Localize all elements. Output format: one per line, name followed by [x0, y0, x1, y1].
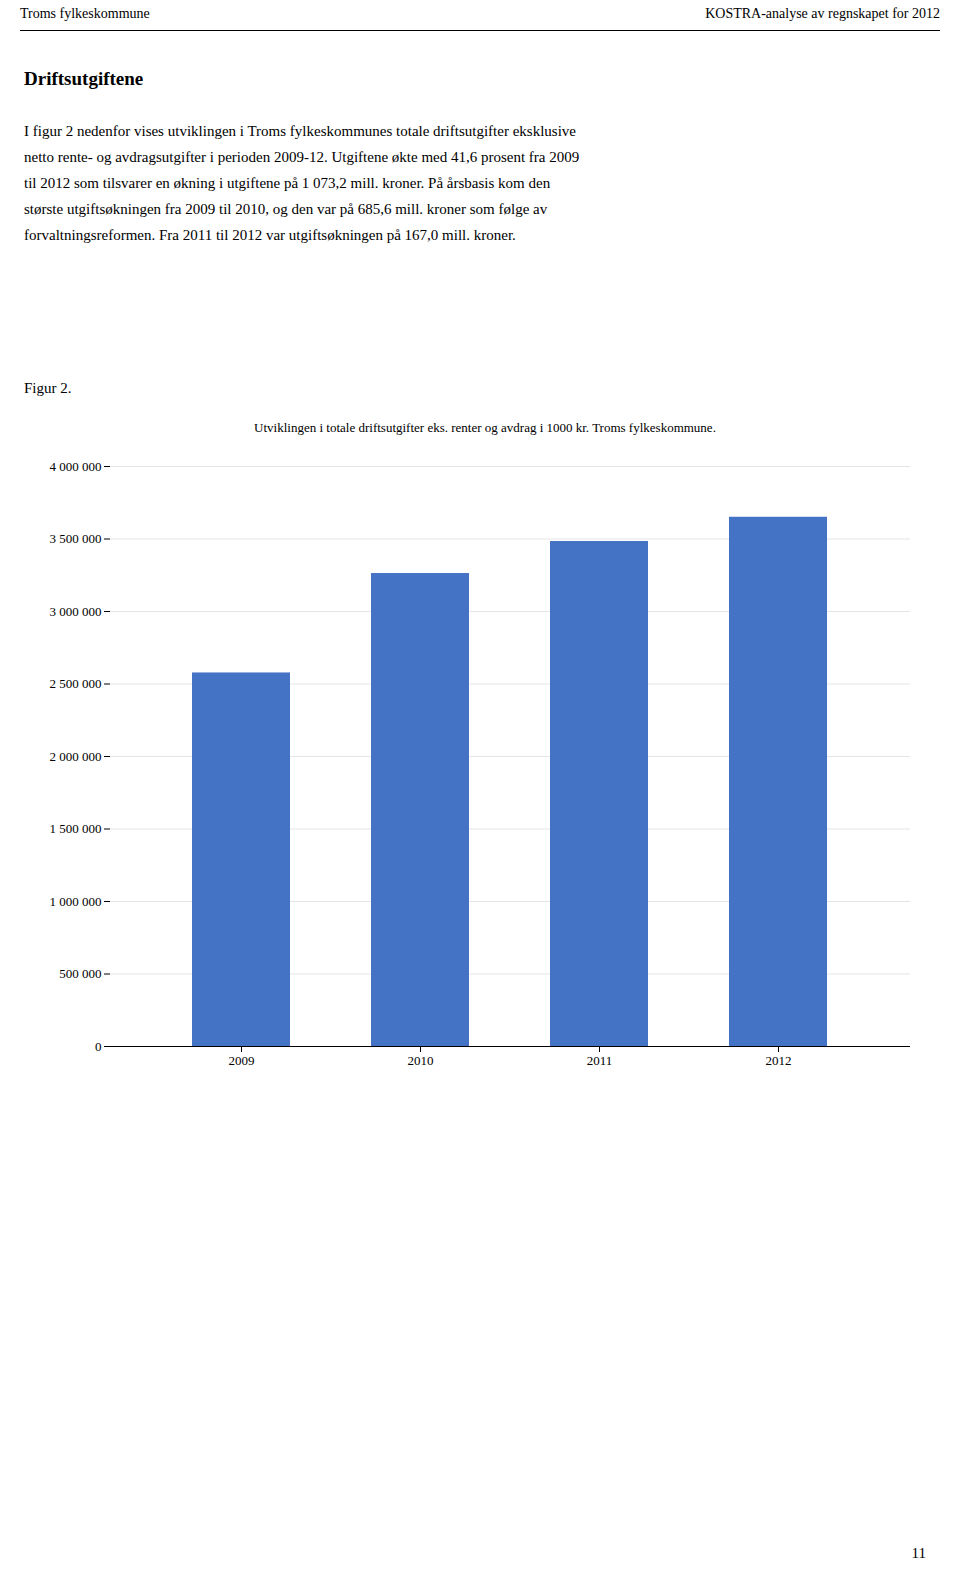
svg-text:3 500 000: 3 500 000: [50, 531, 102, 546]
html-text:forvaltningsreformen. Fra 2011: forvaltningsreformen. Fra 2011 til 2012 …: [24, 227, 516, 243]
svg-text:2012: 2012: [766, 1053, 792, 1068]
html-text:11: 11: [911, 1545, 926, 1561]
html-text:KOSTRA-analyse av regnskapet f: KOSTRA-analyse av regnskapet for 2012: [705, 6, 940, 21]
svg-text:4 000 000: 4 000 000: [50, 459, 102, 474]
html-text:til 2012 som tilsvarer en økni: til 2012 som tilsvarer en økning i utgif…: [24, 175, 551, 191]
svg-text:2 500 000: 2 500 000: [50, 676, 102, 691]
svg-text:0: 0: [95, 1039, 102, 1054]
svg-text:2009: 2009: [229, 1053, 255, 1068]
svg-text:500 000: 500 000: [59, 966, 101, 981]
svg-text:2011: 2011: [587, 1053, 613, 1068]
svg-text:2 000 000: 2 000 000: [50, 749, 102, 764]
html-text:Troms fylkeskommune: Troms fylkeskommune: [20, 6, 150, 21]
svg-text:1 000 000: 1 000 000: [50, 894, 102, 909]
svg-text:1 500 000: 1 500 000: [50, 821, 102, 836]
html-text:I figur 2 nedenfor vises utvik: I figur 2 nedenfor vises utviklingen i T…: [24, 123, 576, 139]
html-text:Driftsutgiftene: Driftsutgiftene: [24, 68, 144, 89]
html-text:største utgiftsøkningen fra 20: største utgiftsøkningen fra 2009 til 201…: [24, 201, 548, 217]
html-text:Utviklingen i totale driftsutg: Utviklingen i totale driftsutgifter eks.…: [254, 420, 716, 435]
svg-text:3 000 000: 3 000 000: [50, 604, 102, 619]
html-text:Figur 2.: Figur 2.: [24, 380, 72, 396]
html-text:netto rente- og avdragsutgifte: netto rente- og avdragsutgifter i period…: [24, 149, 580, 165]
svg-text:2010: 2010: [408, 1053, 434, 1068]
